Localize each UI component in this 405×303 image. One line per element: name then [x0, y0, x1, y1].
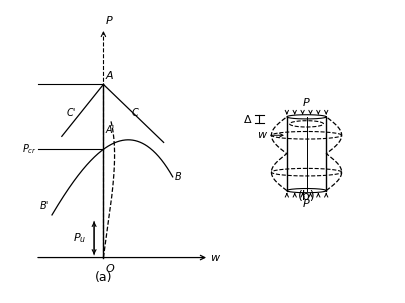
Text: C': C' — [66, 108, 76, 118]
Text: B': B' — [39, 201, 49, 211]
Text: $P_{cr}$: $P_{cr}$ — [21, 142, 36, 156]
Text: (a): (a) — [94, 271, 112, 284]
Text: w: w — [256, 130, 265, 140]
Text: B: B — [175, 172, 181, 182]
Text: P: P — [106, 15, 112, 25]
Text: $P_u$: $P_u$ — [73, 231, 86, 245]
Text: C: C — [132, 108, 139, 118]
Text: A': A' — [106, 125, 115, 135]
Text: A: A — [106, 71, 113, 81]
Text: P: P — [303, 199, 309, 209]
Text: $\Delta$: $\Delta$ — [242, 113, 252, 125]
Text: P: P — [303, 98, 309, 108]
Text: (b): (b) — [297, 190, 315, 203]
Text: O: O — [105, 265, 114, 275]
Text: w: w — [210, 252, 219, 263]
